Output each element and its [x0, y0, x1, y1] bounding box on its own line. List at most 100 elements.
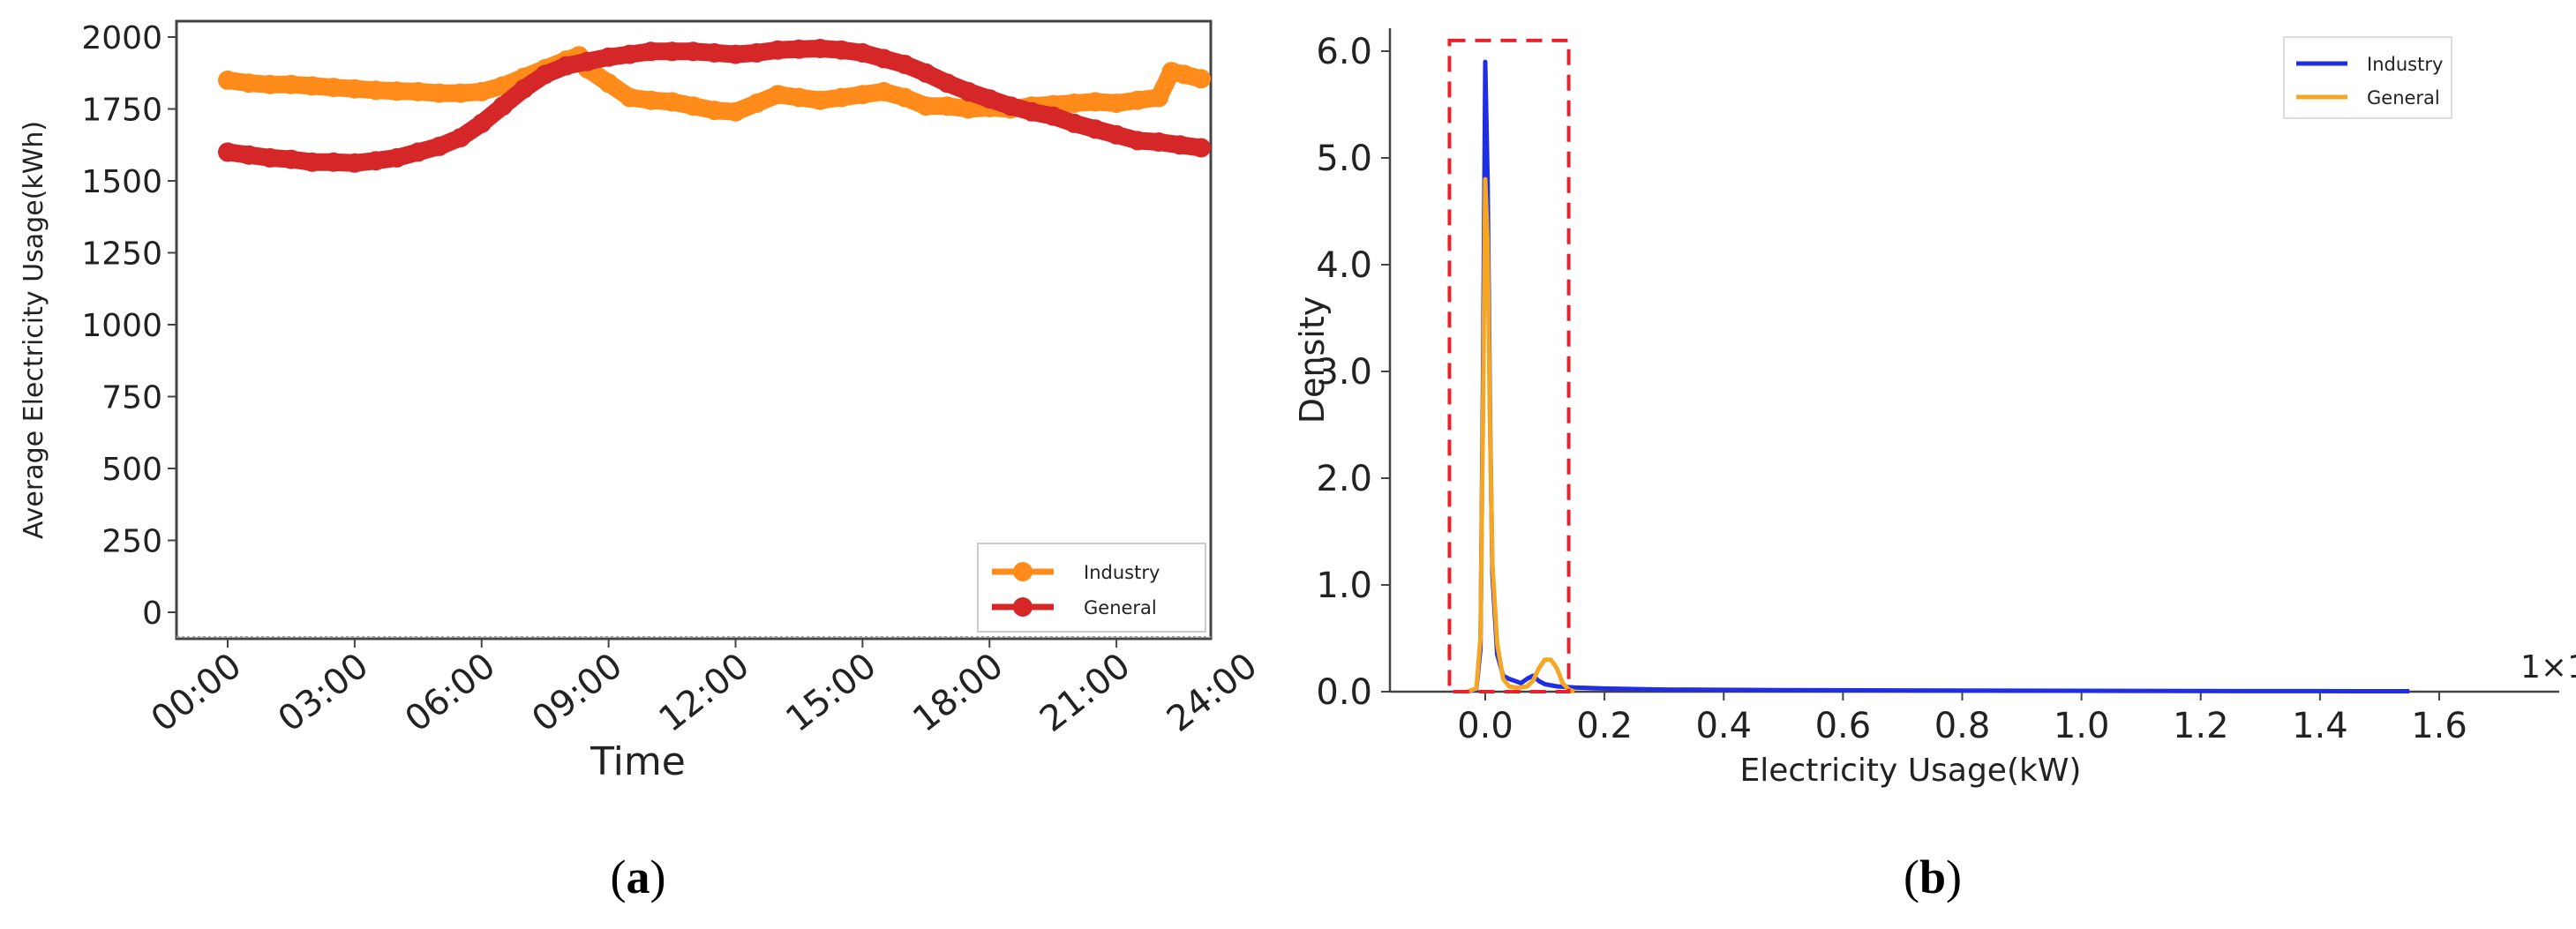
panel-b-y-tick-label: 3.0 [1316, 352, 1372, 393]
panel-a-y-tick-label: 1500 [81, 164, 162, 200]
series-general-point [831, 40, 852, 60]
series-general-point [577, 51, 597, 71]
series-industry-point [598, 73, 619, 94]
series-general-point [895, 55, 915, 74]
series-industry-point [789, 87, 809, 108]
panel-a-caption-letter: a [627, 850, 650, 903]
series-industry-point [895, 87, 915, 108]
series-industry-point [239, 73, 259, 94]
panel-b-y-tick-label: 5.0 [1316, 139, 1372, 179]
series-general-point [662, 41, 682, 62]
series-general-point [1107, 124, 1127, 145]
panel-a-legend-box [977, 543, 1206, 633]
panel-b-x-axis-label: Electricity Usage(kW) [1740, 753, 2082, 789]
series-general-point [556, 56, 576, 76]
series-general-point [916, 63, 936, 83]
panel-b-highlight-box [1447, 38, 1571, 693]
series-industry-point [1149, 87, 1169, 108]
panel-b-y-axis-label: Density [1293, 296, 1332, 423]
panel-b-legend: Industry General [2283, 36, 2452, 119]
panel-a-legend: Industry General [977, 543, 1206, 633]
series-general-point [980, 89, 1000, 109]
series-general-point [1149, 132, 1169, 152]
series-industry-point [852, 85, 873, 105]
series-general-point [958, 81, 979, 101]
series-general-point [852, 42, 873, 63]
series-general-point [514, 79, 534, 99]
series-general-point [704, 42, 725, 63]
series-general-point [874, 49, 894, 69]
series-industry-point [281, 74, 301, 94]
panel-b-x-tick-label: 0.8 [1934, 706, 1991, 746]
series-general-point [768, 40, 788, 60]
panel-b-x-tick-label: 1.0 [2054, 706, 2110, 746]
series-general-point [450, 128, 470, 148]
series-industry-point [704, 101, 725, 121]
series-general-point [1191, 138, 1211, 158]
series-industry-point [874, 81, 894, 101]
series-general-point [683, 41, 703, 62]
panel-b-caption: (b) [1904, 850, 1962, 903]
series-general-point [492, 96, 513, 116]
series-industry-point [471, 81, 492, 101]
series-general-point [260, 147, 280, 168]
panel-b-x-tick-label: 1.4 [2292, 706, 2348, 746]
panel-b-y-tick-label: 6.0 [1316, 32, 1372, 72]
series-industry-point [387, 81, 407, 101]
series-industry-point [1191, 69, 1211, 89]
series-industry-point [747, 94, 767, 113]
panel-a-y-tick-label: 0 [142, 596, 162, 632]
series-industry-point [683, 96, 703, 116]
series-general-point [218, 142, 237, 162]
series-general-point [1064, 113, 1085, 133]
panel-a-y-tick-label: 1250 [81, 236, 162, 273]
panel-b-ticks: 0.0 1.0 2.0 3.0 4.0 5.0 6.0 0.0 0.2 0.4 0.6 0.8 1.0 1… [1316, 32, 2467, 746]
series-industry-point [810, 90, 830, 110]
series-general-point [598, 47, 619, 67]
legend-general-marker [1013, 597, 1033, 617]
series-industry-point [937, 96, 958, 116]
series-industry-point [408, 81, 428, 101]
series-general-point [302, 152, 322, 172]
series-industry-point [1107, 94, 1127, 113]
series-industry-point [620, 87, 640, 108]
panel-b-x-tick-label: 1.2 [2173, 706, 2229, 746]
legend-b-industry-label: Industry [2367, 54, 2443, 75]
panel-b: 0.0 1.0 2.0 3.0 4.0 5.0 6.0 0.0 0.2 0.4 0.6 0.8 1.0 1… [1293, 28, 2576, 903]
panel-a-y-tick-label: 1000 [81, 308, 162, 344]
series-industry-point [302, 76, 322, 96]
panel-b-y-tick-label: 1.0 [1316, 566, 1372, 606]
panel-b-y-tick-label: 2.0 [1316, 459, 1372, 499]
series-industry-point [1128, 90, 1148, 110]
series-general-point [1001, 96, 1021, 116]
panel-b-x-tick-label: 0.0 [1457, 706, 1513, 746]
series-industry-point [450, 83, 470, 103]
panel-b-caption-letter: b [1919, 850, 1946, 903]
series-industry-point [725, 101, 746, 122]
series-general-point [365, 151, 386, 171]
panel-a-plot-frame [175, 19, 1213, 641]
panel-b-x-tick-label: 0.4 [1695, 706, 1752, 746]
panel-a-x-axis-label: Time [590, 739, 686, 784]
series-industry-point [344, 79, 364, 99]
panel-a-caption: (a) [611, 850, 666, 903]
series-general-point [725, 44, 746, 64]
series-general-point [937, 73, 958, 94]
panel-b-series [1466, 59, 2410, 694]
series-general-point [1085, 119, 1106, 139]
panel-b-x-tick-label: 0.2 [1576, 706, 1633, 746]
series-industry-point [916, 96, 936, 116]
series-industry-point [768, 85, 788, 105]
series-general-point [1022, 101, 1042, 122]
density-general-line [1466, 176, 1576, 694]
series-industry-point [365, 80, 386, 101]
series-general-point [641, 41, 661, 62]
panel-a-y-tick-label: 1750 [81, 93, 162, 129]
series-general-point [1128, 131, 1148, 151]
panel-a-y-tick-label: 2000 [81, 20, 162, 56]
panel-a-y-tick-label: 250 [101, 524, 162, 560]
series-general-point [387, 147, 407, 168]
legend-industry-label: Industry [1084, 562, 1160, 583]
series-industry-point [641, 90, 661, 110]
series-general-point [789, 39, 809, 59]
